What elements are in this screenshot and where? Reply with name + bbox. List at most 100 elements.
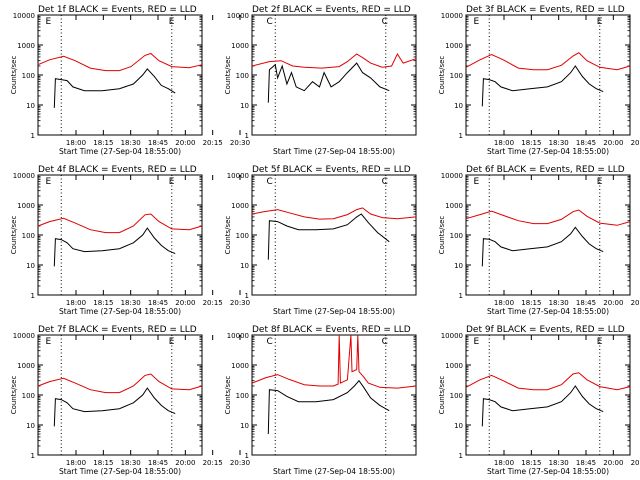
y-tick-label: 10 [26, 422, 35, 430]
series-lld-line [37, 373, 203, 394]
x-tick-label: 18:45 [576, 459, 596, 467]
x-tick-label: 20:15 [631, 459, 640, 467]
x-tick-label: 18:30 [121, 139, 141, 147]
marker-label-1: E [45, 17, 51, 27]
series-lld-line [251, 334, 417, 389]
x-axis-label: Start Time (27-Sep-04 18:55:00) [59, 147, 181, 156]
y-axis-label: Counts/sec [224, 216, 232, 255]
x-tick-label: 18:30 [121, 299, 141, 307]
plot-frame [37, 334, 203, 456]
y-axis-label: Counts/sec [438, 216, 446, 255]
y-tick-label: 1 [459, 132, 463, 140]
x-tick-label: 20:00 [603, 139, 623, 147]
y-tick-label: 10000 [227, 332, 249, 340]
y-tick-label: 10 [240, 422, 249, 430]
panel-9: Det 9f BLACK = Events, RED = LLD 1 10 100 10… [438, 325, 631, 476]
y-tick-label: 10000 [13, 332, 35, 340]
x-axis-label: Start Time (27-Sep-04 18:55:00) [487, 467, 609, 476]
x-tick-label: 18:00 [66, 299, 86, 307]
x-tick-label: 18:00 [494, 459, 514, 467]
plot-frame [465, 174, 631, 296]
panel-6: Det 6f BLACK = Events, RED = LLD 1 10 100 10… [438, 165, 631, 316]
plot-frame [251, 174, 417, 296]
panel-2: Det 2f BLACK = Events, RED = LLD 1 10 100 10… [224, 5, 640, 156]
y-tick-label: 1 [245, 452, 249, 460]
series-events-line [481, 385, 604, 427]
series-lld-line [465, 372, 631, 391]
y-tick-label: 1 [459, 292, 463, 300]
y-tick-label: 100 [22, 232, 35, 240]
y-tick-label: 10 [26, 262, 35, 270]
x-tick-label: 18:30 [549, 459, 569, 467]
x-tick-label: 20:30 [230, 299, 250, 307]
x-tick-label: 20:15 [203, 299, 223, 307]
x-axis-label: Start Time (27-Sep-04 18:55:00) [487, 307, 609, 316]
y-tick-label: 10000 [227, 12, 249, 20]
x-tick-label: 20:15 [203, 139, 223, 147]
series-lld-line [465, 52, 631, 71]
y-axis-label: Counts/sec [10, 216, 18, 255]
x-tick-label: 18:15 [521, 299, 541, 307]
marker-label-1: C [266, 177, 272, 187]
x-tick-label: 18:30 [121, 459, 141, 467]
y-tick-label: 10000 [441, 332, 463, 340]
x-tick-label: 20:30 [230, 459, 250, 467]
x-tick-label: 18:45 [148, 139, 168, 147]
panel-title: Det 2f BLACK = Events, RED = LLD [252, 5, 411, 15]
y-axis-label: Counts/sec [438, 376, 446, 415]
y-tick-label: 10 [240, 262, 249, 270]
panel-5: Det 5f BLACK = Events, RED = LLD 1 10 100 10… [224, 165, 640, 316]
marker-label-1: E [45, 177, 51, 187]
x-tick-label: 20:15 [631, 139, 640, 147]
marker-label-1: E [45, 337, 51, 347]
x-tick-label: 18:00 [494, 139, 514, 147]
marker-label-2: E [169, 17, 175, 27]
y-tick-label: 10 [26, 102, 35, 110]
y-tick-label: 1000 [231, 202, 249, 210]
y-tick-label: 10 [240, 102, 249, 110]
series-events-line [53, 68, 176, 108]
panel-7: Det 7f BLACK = Events, RED = LLD 1 10 100 10… [10, 325, 250, 476]
y-axis-label: Counts/sec [10, 376, 18, 415]
plot-frame [465, 334, 631, 456]
y-tick-label: 10000 [13, 12, 35, 20]
panel-title: Det 1f BLACK = Events, RED = LLD [38, 5, 197, 15]
panel-title: Det 8f BLACK = Events, RED = LLD [252, 325, 411, 335]
marker-label-1: E [473, 17, 479, 27]
y-tick-label: 1 [459, 452, 463, 460]
x-tick-label: 20:00 [603, 299, 623, 307]
series-lld-line [37, 52, 203, 72]
y-tick-label: 10000 [227, 172, 249, 180]
y-tick-label: 1 [31, 132, 35, 140]
series-events-line [481, 226, 604, 267]
x-tick-label: 18:00 [494, 299, 514, 307]
marker-label-2: E [169, 177, 175, 187]
x-tick-label: 18:15 [93, 299, 113, 307]
y-tick-label: 100 [22, 72, 35, 80]
series-events-line [267, 379, 390, 435]
plot-frame [37, 14, 203, 136]
x-axis-label: Start Time (27-Sep-04 18:55:00) [59, 467, 181, 476]
x-tick-label: 18:15 [521, 459, 541, 467]
series-events-line [267, 213, 390, 260]
plot-frame [465, 14, 631, 136]
panel-1: Det 1f BLACK = Events, RED = LLD 1 10 100 10… [10, 5, 250, 156]
y-tick-label: 100 [450, 72, 463, 80]
y-tick-label: 1000 [231, 42, 249, 50]
x-tick-label: 18:30 [549, 299, 569, 307]
y-tick-label: 10000 [13, 172, 35, 180]
y-axis-label: Counts/sec [10, 56, 18, 95]
series-events-line [267, 62, 390, 103]
series-events-line [481, 65, 604, 107]
marker-label-2: C [382, 17, 388, 27]
marker-label-2: E [597, 177, 603, 187]
x-tick-label: 18:45 [148, 459, 168, 467]
x-axis-label: Start Time (27-Sep-04 18:55:00) [273, 147, 395, 156]
x-axis-label: Start Time (27-Sep-04 18:55:00) [59, 307, 181, 316]
x-tick-label: 20:00 [175, 139, 195, 147]
y-tick-label: 1 [245, 132, 249, 140]
x-axis-label: Start Time (27-Sep-04 18:55:00) [273, 307, 395, 316]
plot-frame [37, 174, 203, 296]
y-tick-label: 10 [454, 422, 463, 430]
